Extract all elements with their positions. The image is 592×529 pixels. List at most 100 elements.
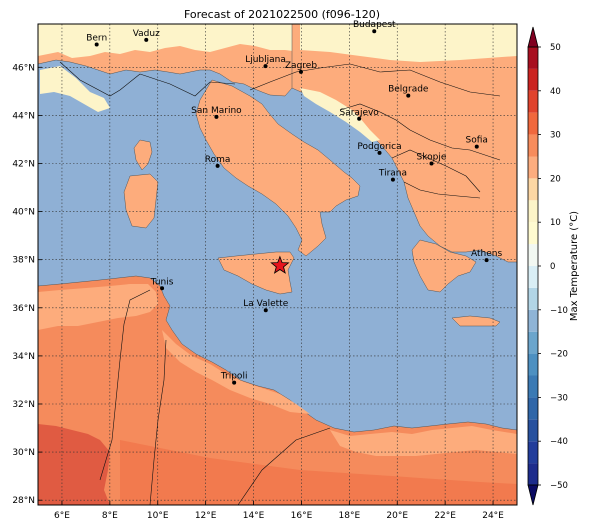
land-peloponnese — [411, 239, 477, 293]
city-dot — [263, 308, 268, 313]
city-dot — [429, 161, 434, 166]
colorbar-tick-label: −30 — [550, 393, 568, 403]
land-italy — [195, 79, 361, 257]
colorbar-segment — [528, 287, 538, 310]
location-star-icon — [270, 255, 290, 274]
city-dot — [484, 258, 489, 263]
city-label: Belgrade — [388, 85, 429, 95]
land-alps-cool-2 — [40, 66, 110, 112]
city-dot — [215, 163, 220, 168]
colorbar-tick-label: −50 — [550, 481, 568, 491]
lon-tick-label: 20°E — [386, 511, 408, 521]
latitude-axis: 28°N 30°N 32°N 34°N 36°N 38°N 40°N 42°N 44°N 46°N — [12, 63, 42, 506]
city-label: Sarajevo — [340, 108, 380, 118]
colorbar-segment — [528, 266, 538, 288]
colorbar-segment — [528, 90, 538, 113]
colorbar-segment — [528, 47, 538, 69]
colorbar-tick-label: 50 — [550, 43, 561, 53]
city-dot — [357, 116, 362, 121]
lat-tick-label: 36°N — [12, 304, 35, 314]
land-sardinia — [123, 173, 159, 229]
colorbar-segment — [528, 331, 538, 354]
city-label: Roma — [205, 155, 231, 165]
land-balkans-cool-band — [300, 88, 380, 142]
colorbar-segment — [528, 200, 538, 223]
map-title: Forecast of 2021022500 (f096-120) — [184, 8, 380, 21]
city-label: Zagreb — [285, 61, 317, 71]
lat-tick-label: 32°N — [12, 400, 35, 410]
land-sahara-hot — [38, 424, 110, 505]
land-crete — [451, 315, 501, 327]
lon-tick-label: 12°E — [195, 511, 217, 521]
lat-tick-label: 28°N — [12, 496, 35, 506]
city-label: Athens — [471, 249, 502, 259]
colorbar-segment — [528, 222, 538, 245]
city-dot — [144, 37, 149, 42]
colorbar-segment — [528, 353, 538, 376]
city-dot — [232, 380, 237, 385]
colorbar-tick-label: 20 — [550, 174, 561, 184]
lat-tick-label: 34°N — [12, 352, 35, 362]
lat-tick-label: 42°N — [12, 159, 35, 169]
lon-tick-label: 22°E — [434, 511, 456, 521]
city-dot — [94, 42, 99, 47]
city-dot — [377, 150, 382, 155]
lat-tick-label: 40°N — [12, 208, 35, 218]
city-label: Ljubljana — [245, 55, 286, 65]
city-label: San Marino — [191, 106, 242, 116]
land-sahara-warm-inland — [120, 440, 517, 505]
lon-tick-label: 18°E — [339, 511, 361, 521]
city-dot — [372, 29, 377, 34]
colorbar: −50 −40 −30 −20 −10 0 10 20 30 40 50 — [527, 26, 568, 506]
colorbar-segment — [528, 68, 538, 91]
map-frame — [37, 23, 518, 506]
city-dot — [298, 69, 303, 74]
city-dot — [263, 64, 268, 69]
lon-tick-label: 8°E — [102, 511, 118, 521]
land-egypt-coast-mild — [330, 426, 517, 456]
colorbar-tick-label: −10 — [550, 306, 568, 316]
colorbar-segment — [528, 178, 538, 201]
city-label: Budapest — [353, 20, 396, 30]
city-dot — [406, 93, 411, 98]
city-label: Tunis — [150, 277, 174, 287]
city-dot — [160, 286, 165, 291]
city-dot — [474, 144, 479, 149]
graticule — [38, 24, 517, 505]
longitude-axis: 6°E 8°E 10°E 12°E 14°E 16°E 18°E 20°E 22°E 24°E — [54, 501, 504, 521]
land-corsica — [133, 139, 153, 171]
lat-tick-label: 30°N — [12, 448, 35, 458]
colorbar-segment — [528, 156, 538, 179]
colorbar-tick-label: 10 — [550, 218, 561, 228]
colorbar-segment — [528, 441, 538, 464]
colorbar-tick-label: 30 — [550, 131, 561, 141]
colorbar-segment — [528, 309, 538, 332]
city-dot — [390, 177, 395, 182]
city-label: Tripoli — [220, 372, 248, 382]
land-hungary-cool-2 — [300, 24, 517, 62]
colorbar-max-extension — [527, 26, 539, 48]
colorbar-segment — [528, 112, 538, 135]
colorbar-tick-label: 0 — [550, 262, 555, 272]
lon-tick-label: 14°E — [243, 511, 265, 521]
lat-tick-label: 46°N — [12, 63, 35, 73]
city-label: Sofia — [466, 136, 488, 146]
city-label: Podgorica — [357, 142, 401, 152]
colorbar-segment — [528, 419, 538, 442]
star-icon — [270, 255, 290, 274]
colorbar-segment — [528, 244, 538, 266]
colorbar-tick-label: −20 — [550, 350, 568, 360]
lon-tick-label: 24°E — [482, 511, 504, 521]
lat-tick-label: 38°N — [12, 256, 35, 266]
city-label: Tirana — [378, 169, 407, 179]
country-borders — [59, 61, 501, 505]
lon-tick-label: 10°E — [147, 511, 169, 521]
colorbar-tick-label: −40 — [550, 437, 568, 447]
colorbar-segment — [528, 134, 538, 157]
lon-tick-label: 16°E — [291, 511, 313, 521]
city-label: La Valette — [243, 299, 288, 309]
colorbar-segment — [528, 463, 538, 485]
colorbar-segment — [528, 397, 538, 420]
